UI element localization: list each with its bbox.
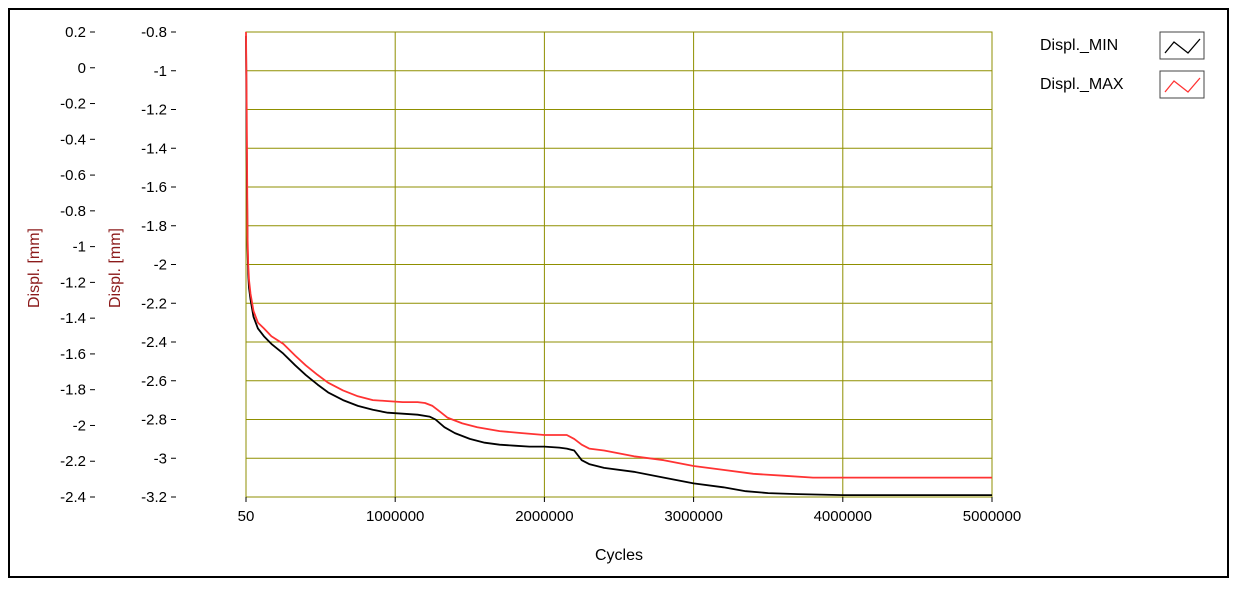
- legend-label-min: Displ._MIN: [1040, 37, 1118, 54]
- x-tick-label: 4000000: [814, 508, 872, 525]
- y-left-tick-label: -0.8: [60, 203, 86, 220]
- y-left-tick-label: -2.4: [60, 489, 86, 506]
- x-tick-label: 3000000: [664, 508, 722, 525]
- y-left-tick-label: -1.2: [60, 274, 86, 291]
- y-right-tick-label: -3: [154, 450, 167, 467]
- y-left-tick-label: -1.6: [60, 346, 86, 363]
- y-right-tick-label: -1.6: [141, 179, 167, 196]
- legend-swatch-max: [1159, 70, 1205, 99]
- y-left-tick-label: -1.4: [60, 310, 86, 327]
- series-group: [245, 31, 992, 497]
- x-tick-label: 2000000: [515, 508, 573, 525]
- y-right-tick-label: -2.4: [141, 334, 167, 351]
- y-right-tick-label: -3.2: [141, 489, 167, 506]
- legend: Displ._MIN Displ._MAX: [1040, 31, 1205, 99]
- y-left-ticks: 0.2 0 -0.2 -0.4 -0.6 -0.8 -1 -1.2 -1.4 -1.6 -1.8 -2…: [60, 24, 95, 506]
- legend-swatch-min: [1159, 31, 1205, 60]
- y-left-tick-label: -1.8: [60, 382, 86, 399]
- grid: [246, 32, 992, 497]
- plot-area: [245, 31, 993, 498]
- y-left-tick-label: -0.4: [60, 131, 86, 148]
- series-line-displ-max: [245, 31, 992, 479]
- chart: 50 1000000 2000000 3000000 4000000 5000000 0.…: [10, 10, 1227, 576]
- y-right-tick-label: -2: [154, 257, 167, 274]
- y-right-tick-label: -1.4: [141, 140, 167, 157]
- y-right-tick-label: -1.8: [141, 218, 167, 235]
- chart-frame: 50 1000000 2000000 3000000 4000000 5000000 0.…: [8, 8, 1229, 578]
- x-ticks: 50 1000000 2000000 3000000 4000000 5000000: [238, 497, 1021, 525]
- y-left-tick-label: 0.2: [65, 24, 86, 41]
- legend-line-max: [1164, 77, 1201, 93]
- x-axis-label: Cycles: [595, 547, 643, 564]
- series-line-displ-min: [245, 35, 992, 497]
- legend-line-min: [1164, 38, 1201, 54]
- y-axis-label-right: Displ. [mm]: [107, 228, 124, 308]
- y-right-tick-label: -2.2: [141, 295, 167, 312]
- y-right-tick-label: -1: [154, 63, 167, 80]
- y-right-tick-label: -0.8: [141, 24, 167, 41]
- y-left-tick-label: -2.2: [60, 453, 86, 470]
- x-tick-label: 5000000: [963, 508, 1021, 525]
- y-axis-label-left: Displ. [mm]: [26, 228, 43, 308]
- x-tick-label: 50: [238, 508, 255, 525]
- y-right-tick-label: -1.2: [141, 102, 167, 119]
- x-tick-label: 1000000: [366, 508, 424, 525]
- chart-background: [10, 10, 1227, 576]
- y-left-tick-label: -2: [73, 417, 86, 434]
- y-left-tick-label: -0.6: [60, 167, 86, 184]
- y-right-tick-label: -2.8: [141, 412, 167, 429]
- y-left-tick-label: 0: [78, 60, 86, 77]
- legend-label-max: Displ._MAX: [1040, 76, 1124, 93]
- y-right-tick-label: -2.6: [141, 373, 167, 390]
- y-left-tick-label: -1: [73, 239, 86, 256]
- y-right-ticks: -0.8 -1 -1.2 -1.4 -1.6 -1.8 -2 -2.2 -2.4 -2.6 -2.8…: [141, 24, 176, 506]
- y-left-tick-label: -0.2: [60, 96, 86, 113]
